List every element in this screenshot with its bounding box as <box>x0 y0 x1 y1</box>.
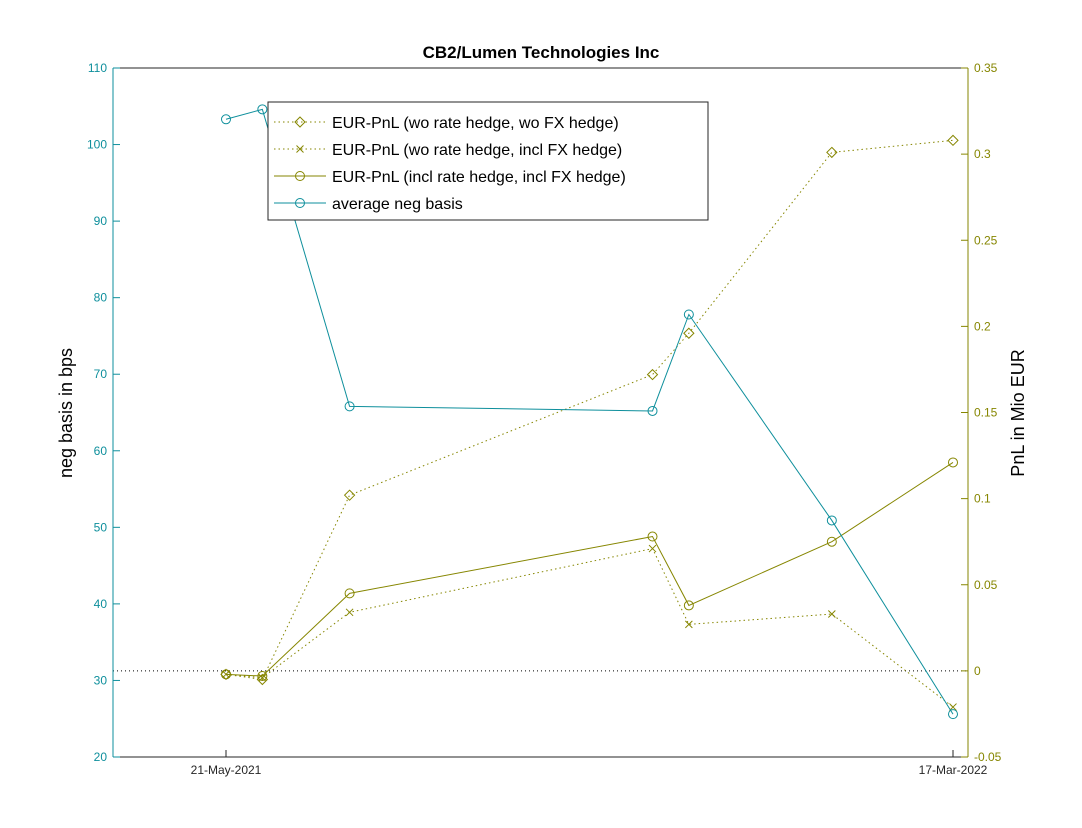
y-left-tick-label: 40 <box>94 597 108 611</box>
series-line <box>225 139 954 681</box>
diamond-marker <box>826 146 838 159</box>
legend-item: EUR-PnL (wo rate hedge, wo FX hedge) <box>274 115 619 132</box>
y-left-tick-label: 80 <box>94 291 108 305</box>
circle-marker <box>948 457 958 468</box>
legend-label: EUR-PnL (wo rate hedge, wo FX hedge) <box>332 115 619 132</box>
axes-layer: 20 30 40 50 60 70 80 90 100 110 -0.05 0 0.05 0.1 0.15 0… <box>87 61 1002 777</box>
y-left-tick-label: 70 <box>94 367 108 381</box>
x-marker <box>949 703 957 711</box>
circle-marker <box>948 709 958 720</box>
circle-marker <box>295 171 305 181</box>
y-right-tick-label: -0.05 <box>974 750 1002 764</box>
y-right-tick-label: 0 <box>974 664 981 678</box>
circle-marker <box>647 531 658 542</box>
y-left-tick-label: 60 <box>94 444 108 458</box>
y-right-tick-label: 0.25 <box>974 233 998 247</box>
y-right-tick-label: 0.15 <box>974 406 998 420</box>
series-layer <box>220 104 959 720</box>
series-line <box>225 108 954 715</box>
circle-marker <box>826 536 837 547</box>
y-right-tick-label: 0.2 <box>974 319 991 333</box>
legend-label: EUR-PnL (incl rate hedge, incl FX hedge) <box>332 169 626 186</box>
y-left-tick-label: 20 <box>94 750 108 764</box>
circle-marker <box>257 104 268 115</box>
series-line <box>225 462 954 677</box>
y-right-tick-label: 0.3 <box>974 147 991 161</box>
legend-item: EUR-PnL (incl rate hedge, incl FX hedge) <box>274 169 626 186</box>
circle-marker <box>221 114 231 125</box>
circle-marker <box>683 600 694 611</box>
circle-marker <box>344 401 355 412</box>
legend-label: EUR-PnL (wo rate hedge, incl FX hedge) <box>332 142 622 159</box>
series-circle-solid <box>221 104 958 720</box>
diamond-marker <box>646 368 659 381</box>
x-tick-label: 21-May-2021 <box>191 763 262 777</box>
y-right-tick-label: 0.35 <box>974 61 998 75</box>
y-left-tick-label: 30 <box>94 673 108 687</box>
circle-marker <box>344 588 355 599</box>
circle-marker <box>257 671 268 682</box>
circle-marker <box>683 309 694 320</box>
y-left-tick-label: 110 <box>88 61 107 75</box>
circle-marker <box>295 198 305 208</box>
series-circle-solid <box>221 457 958 682</box>
legend-item: EUR-PnL (wo rate hedge, incl FX hedge) <box>274 142 622 159</box>
diamond-marker <box>343 489 356 501</box>
y-axis-right-label: PnL in Mio EUR <box>1008 349 1028 476</box>
circle-marker <box>221 669 231 680</box>
y-right-tick-label: 0.1 <box>974 492 991 506</box>
diamond-marker <box>294 116 306 128</box>
x-tick-label: 17-Mar-2022 <box>919 763 988 777</box>
circle-marker <box>647 405 658 416</box>
legend-label: average neg basis <box>332 196 463 213</box>
y-left-tick-label: 50 <box>94 520 108 534</box>
x-marker <box>685 620 693 629</box>
y-left-tick-label: 90 <box>94 214 108 228</box>
diamond-marker <box>256 673 269 686</box>
diamond-marker <box>683 327 695 339</box>
chart-title: CB2/Lumen Technologies Inc <box>423 43 660 62</box>
x-marker <box>648 544 657 553</box>
x-marker <box>345 608 354 617</box>
y-axis-left-label: neg basis in bps <box>56 348 76 478</box>
x-marker <box>296 145 304 153</box>
diamond-marker <box>947 134 959 147</box>
x-marker <box>827 610 836 618</box>
y-left-tick-label: 100 <box>87 138 107 152</box>
legend-item: average neg basis <box>274 196 463 213</box>
legend: EUR-PnL (wo rate hedge, wo FX hedge) EUR-… <box>267 101 709 221</box>
circle-marker <box>826 515 837 526</box>
legend-box <box>267 101 709 221</box>
y-right-tick-label: 0.05 <box>974 578 998 592</box>
